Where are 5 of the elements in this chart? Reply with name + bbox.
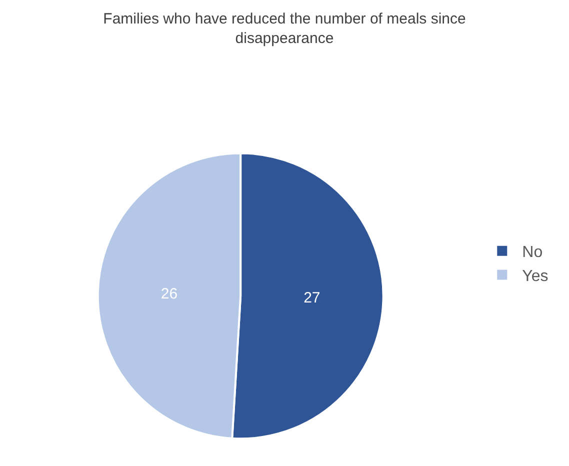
chart-title: Families who have reduced the number of meals since disappearance — [103, 10, 466, 47]
data-label: 26 — [160, 285, 178, 302]
legend-label: No — [522, 244, 543, 262]
data-label: 27 — [304, 290, 320, 307]
legend-label: Yes — [522, 268, 548, 285]
